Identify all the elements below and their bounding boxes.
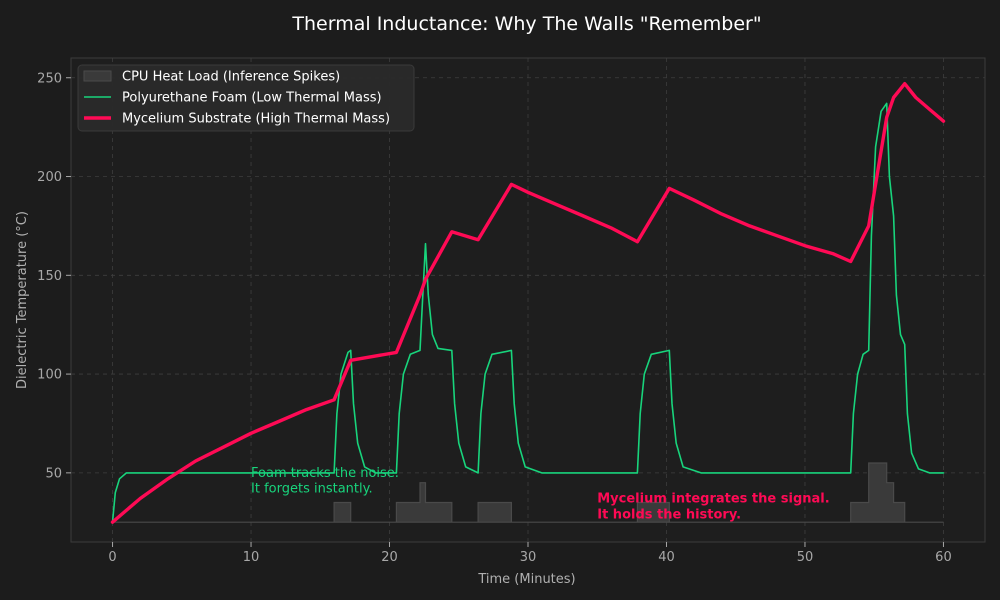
legend-label: CPU Heat Load (Inference Spikes): [122, 70, 340, 85]
annotation-text: It holds the history.: [597, 507, 741, 522]
y-tick-label: 200: [37, 170, 62, 185]
y-tick-label: 50: [45, 466, 62, 481]
x-tick-label: 0: [108, 550, 116, 565]
chart-title: Thermal Inductance: Why The Walls "Remem…: [291, 13, 761, 35]
x-tick-label: 10: [243, 550, 260, 565]
x-axis-label: Time (Minutes): [477, 572, 575, 587]
legend-label: Mycelium Substrate (High Thermal Mass): [122, 112, 390, 127]
series-heat-load: [112, 462, 944, 523]
y-tick-label: 150: [37, 269, 62, 284]
grid-lines: [71, 58, 985, 542]
legend-box: [77, 64, 415, 132]
y-tick-label: 250: [37, 71, 62, 86]
axes: 0 10 20 30 40 50 60 50 100 150 200 250: [37, 71, 952, 565]
series-layer: [110, 82, 946, 524]
annotation-text: Foam tracks the noise.: [251, 466, 399, 481]
y-axis-label: Dielectric Temperature (°C): [15, 211, 30, 389]
x-tick-label: 40: [658, 550, 675, 565]
annotation-text: It forgets instantly.: [251, 482, 373, 497]
x-tick-label: 50: [797, 550, 814, 565]
x-tick-label: 30: [520, 550, 537, 565]
legend-label: Polyurethane Foam (Low Thermal Mass): [122, 91, 382, 106]
y-tick-label: 100: [37, 368, 62, 383]
series-foam-line: [111, 102, 945, 523]
legend: CPU Heat Load (Inference Spikes) Polyuret…: [77, 64, 415, 132]
x-tick-label: 60: [935, 550, 952, 565]
series-mycelium-line: [110, 82, 946, 524]
x-tick-label: 20: [381, 550, 398, 565]
annotations: Foam tracks the noise.It forgets instant…: [251, 466, 830, 522]
legend-swatch-heat-load: [83, 70, 112, 82]
annotation-text: Mycelium integrates the signal.: [597, 491, 829, 506]
